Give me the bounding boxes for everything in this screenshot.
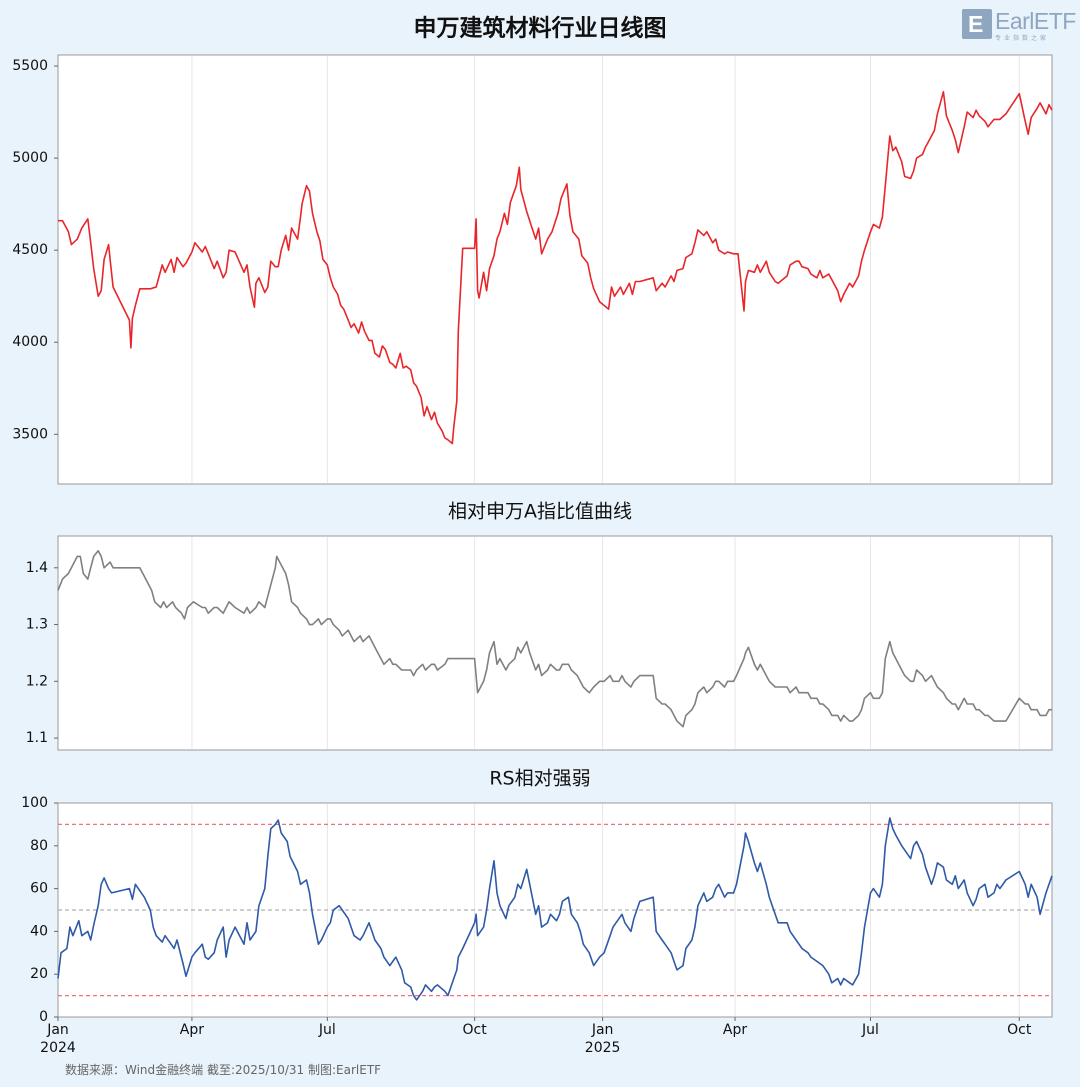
price-series-line [58, 91, 1053, 445]
rs-series-line [57, 817, 1053, 1001]
x-tick-year-label: 2024 [40, 1040, 76, 1056]
rs-ytick-label: 0 [39, 1009, 48, 1025]
source-footer: 数据来源：Wind金融终端 截至:2025/10/31 制图:EarlETF [65, 1063, 382, 1077]
logo-mark: E [962, 9, 992, 39]
price-ytick-label: 5500 [12, 58, 48, 74]
relative-series-line [57, 549, 1052, 728]
rs-ytick-label: 80 [30, 838, 48, 854]
relative-ytick-label: 1.2 [26, 673, 48, 689]
x-tick-label: Apr [723, 1022, 747, 1038]
price-ytick-label: 4000 [12, 334, 48, 350]
x-tick-label: Apr [180, 1022, 204, 1038]
relative-panel [57, 535, 1053, 751]
relative-ytick-label: 1.4 [26, 560, 48, 576]
logo-text: EarlETF [995, 8, 1076, 34]
x-tick-label: Oct [1007, 1022, 1032, 1038]
price-title: 申万建筑材料行业日线图 [414, 15, 667, 42]
x-tick-label: Jan [591, 1022, 614, 1038]
rs-ytick-label: 100 [21, 795, 48, 811]
x-tick-label: Jul [318, 1022, 336, 1038]
x-tick-label: Jul [861, 1022, 879, 1038]
price-ytick-label: 4500 [12, 242, 48, 258]
price-ytick-label: 3500 [12, 426, 48, 442]
logo-subtitle: 专业指数之家 [995, 35, 1050, 42]
rs-ytick-label: 40 [30, 923, 48, 939]
rs-ytick-label: 20 [30, 966, 48, 982]
price-ytick-label: 5000 [12, 150, 48, 166]
x-tick-label: Oct [463, 1022, 488, 1038]
relative-ytick-label: 1.3 [26, 617, 48, 633]
x-tick-year-label: 2025 [585, 1040, 621, 1056]
rs-title: RS相对强弱 [489, 768, 590, 790]
brand-logo: E EarlETF 专业指数之家 [962, 8, 1076, 45]
relative-ytick-label: 1.1 [26, 730, 48, 746]
price-panel [57, 54, 1053, 485]
rs-ytick-label: 60 [30, 881, 48, 897]
x-tick-label: Jan [46, 1022, 69, 1038]
relative-title: 相对申万A指比值曲线 [448, 501, 632, 523]
